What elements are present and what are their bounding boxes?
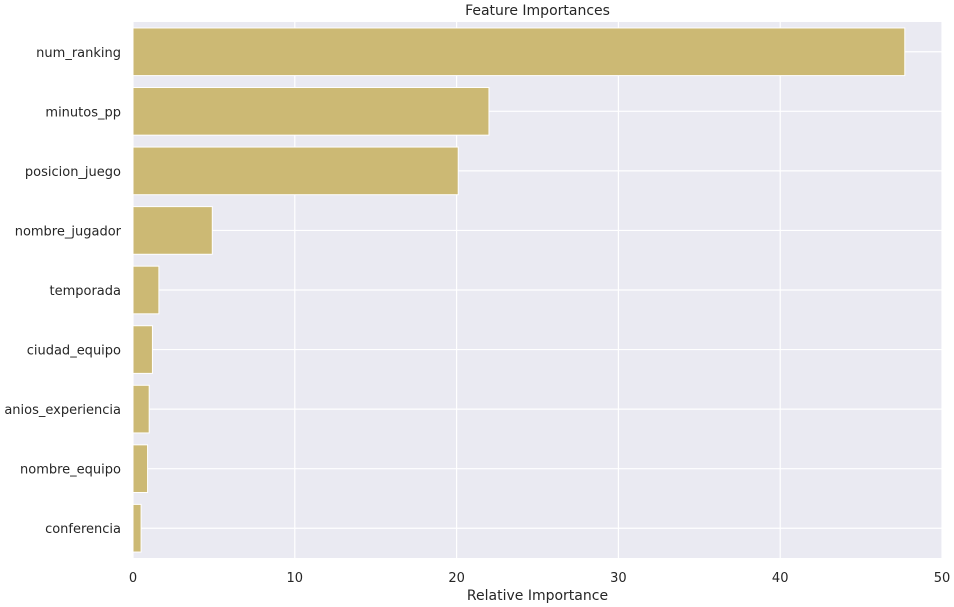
x-tick-label: 40 <box>772 571 789 586</box>
chart-title: Feature Importances <box>465 3 610 19</box>
x-tick-label: 0 <box>129 571 137 586</box>
category-label: num_ranking <box>36 46 121 61</box>
bar-minutos-pp <box>132 87 490 136</box>
bar-conferencia <box>132 503 142 553</box>
bar-nombre-equipo <box>132 444 149 493</box>
bar-ciudad-equipo <box>132 325 153 374</box>
category-label: anios_experiencia <box>4 403 121 418</box>
x-tick-label: 50 <box>934 571 951 586</box>
category-labels: num_ranking minutos_pp posicion_juegonombr… <box>4 46 121 537</box>
x-axis-title: Relative Importance <box>467 588 608 604</box>
category-label: minutos_pp <box>45 105 121 120</box>
category-label: nombre_equipo <box>20 463 121 478</box>
category-label: temporada <box>50 284 122 299</box>
x-tick-label: 30 <box>610 571 627 586</box>
category-label: conferencia <box>45 522 121 537</box>
category-label: posicion_juego <box>25 165 121 180</box>
x-tick-label: 20 <box>448 571 465 586</box>
bar-anios-experiencia <box>132 384 150 434</box>
bars-group <box>132 27 906 553</box>
bar-posicion-juego <box>132 146 459 196</box>
x-tick-labels: 0 10 20 30 40 50 <box>129 571 950 586</box>
bar-nombre-jugador <box>132 206 213 255</box>
bar-num-ranking <box>132 27 906 77</box>
bar-temporada <box>132 265 160 315</box>
x-tick-label: 10 <box>287 571 304 586</box>
category-label: nombre_jugador <box>15 224 122 239</box>
category-label: ciudad_equipo <box>27 344 121 359</box>
